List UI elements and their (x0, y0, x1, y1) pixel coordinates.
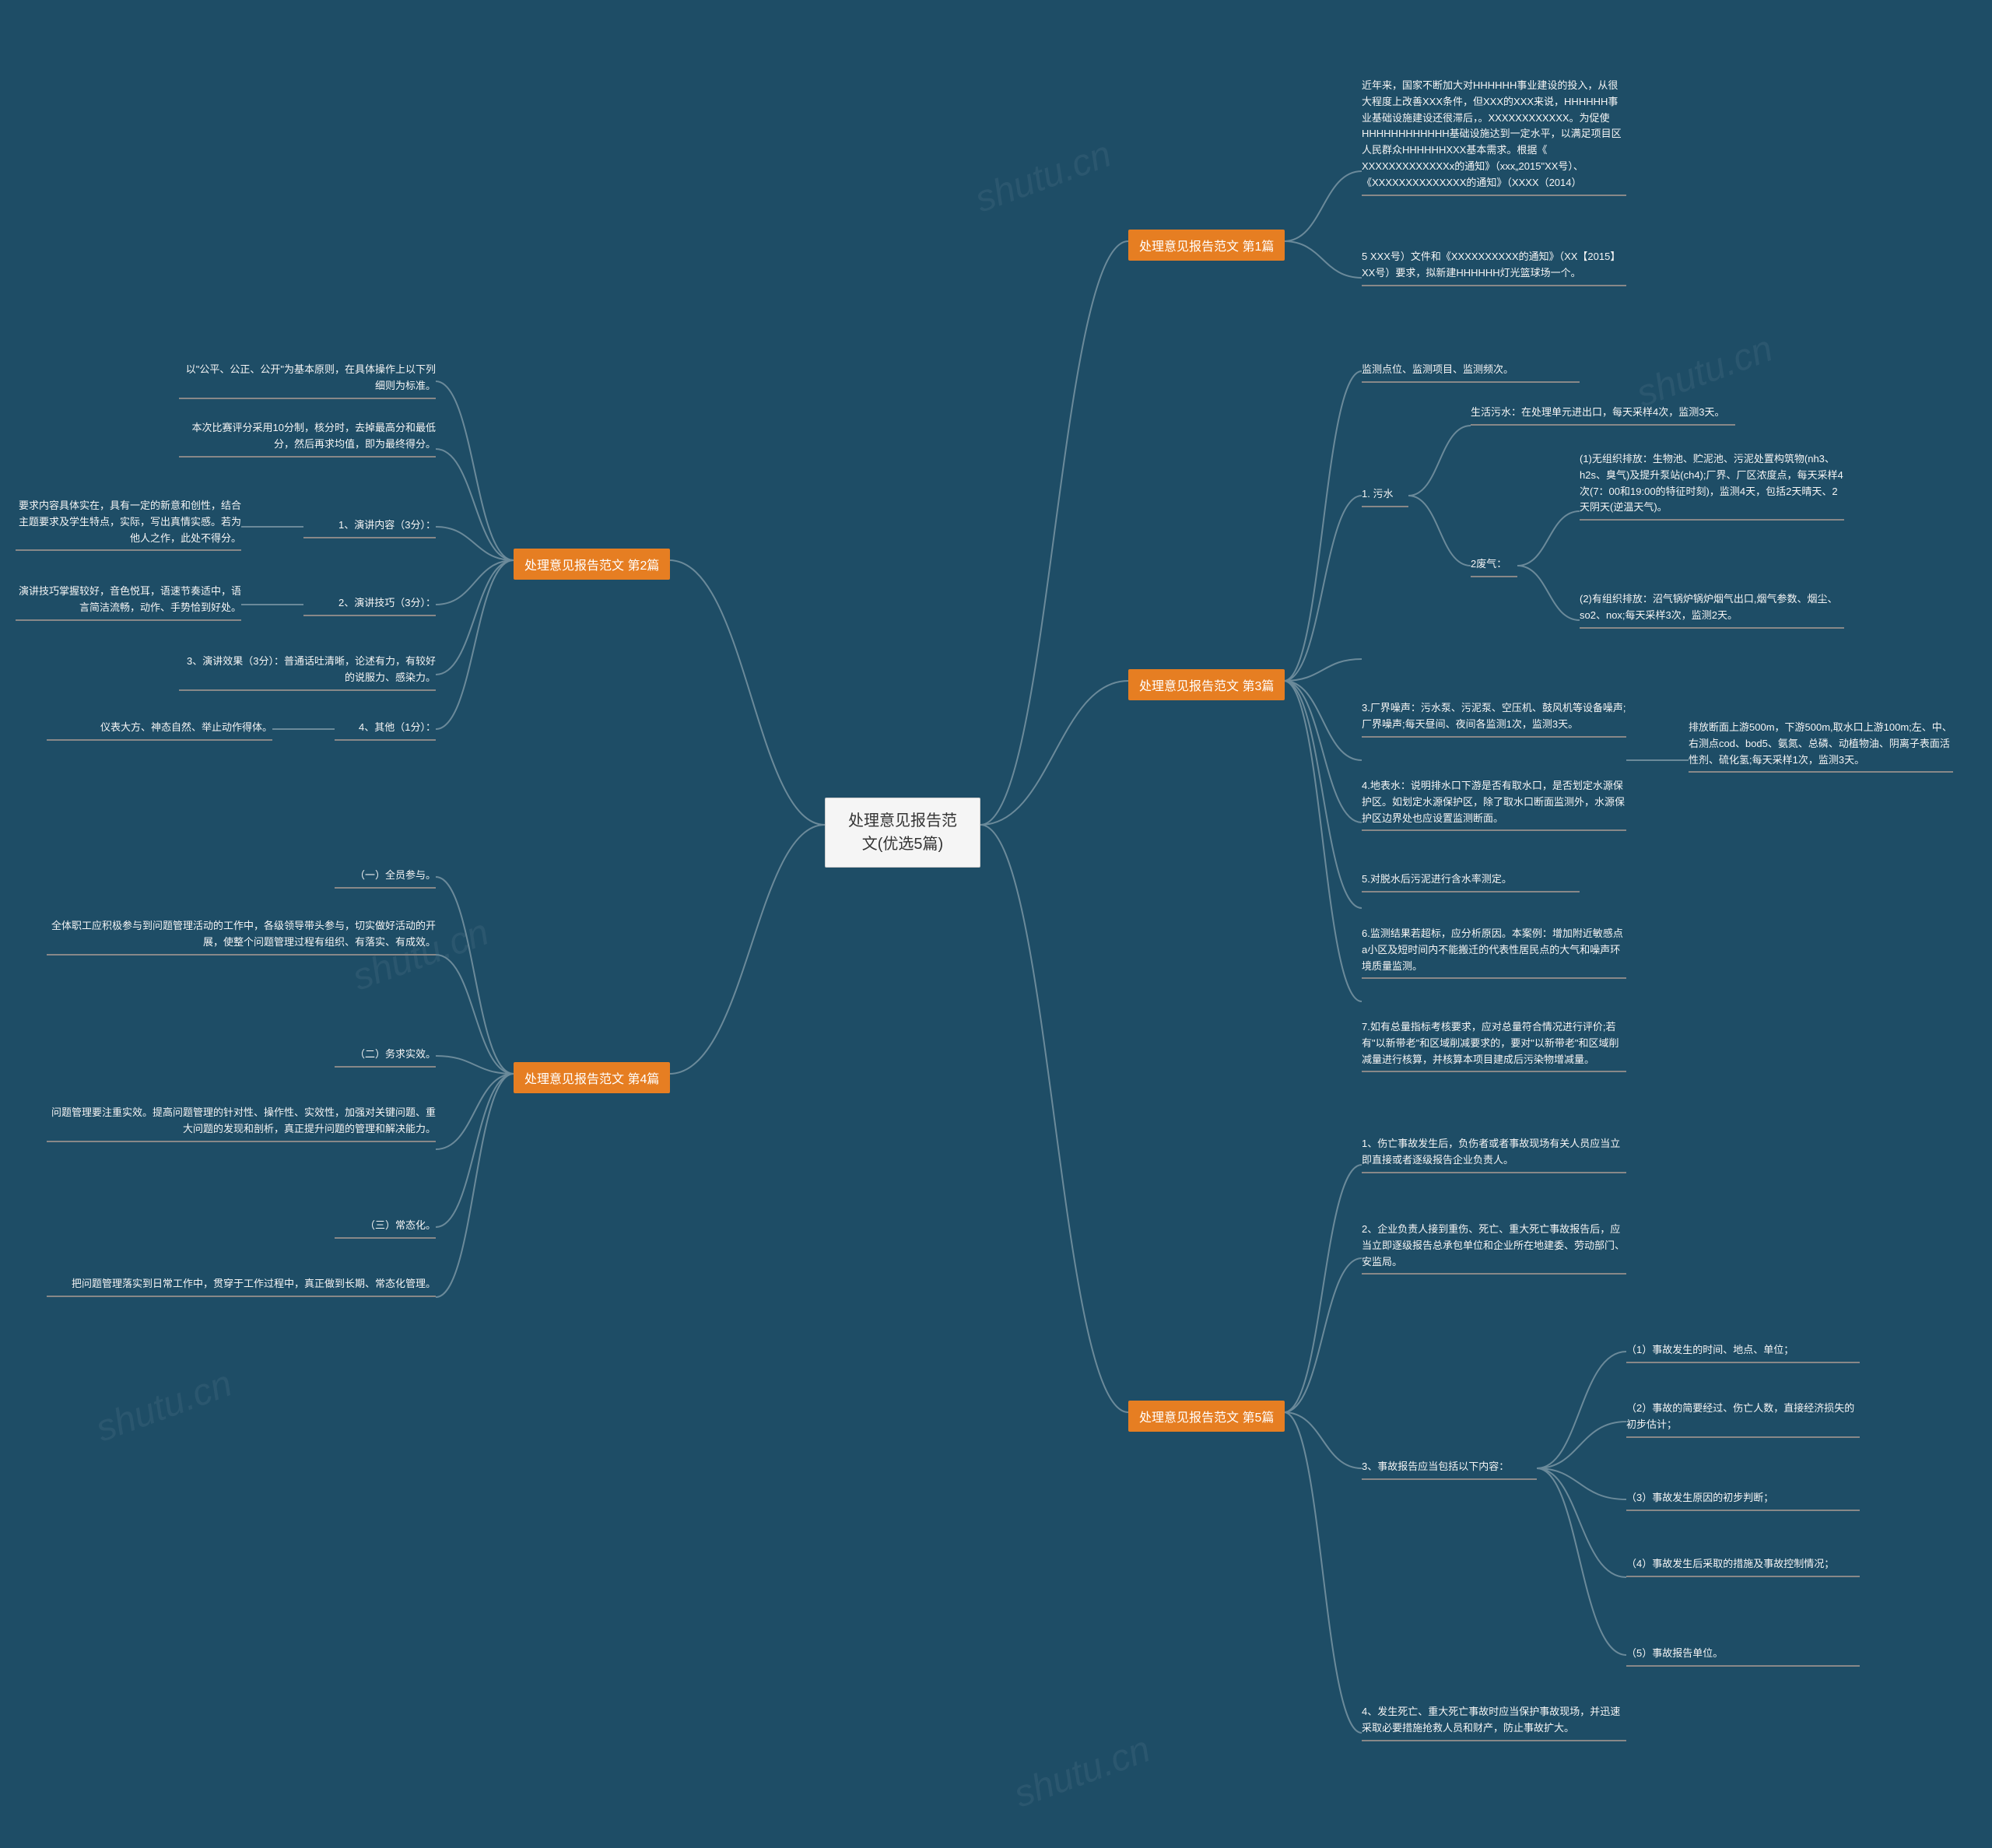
leaf-b4-3: （三）常态化。 (335, 1218, 436, 1239)
leaf-b1-2: 5 XXX号）文件和《XXXXXXXXXX的通知》（XX【2015】XX号）要求… (1362, 249, 1626, 286)
leaf-b5-3e: （5）事故报告单位。 (1626, 1646, 1860, 1667)
leaf-b4-2: （二）务求实效。 (335, 1047, 436, 1068)
branch-4: 处理意见报告范文 第4篇 (514, 1062, 670, 1093)
leaf-b3-2a: 生活污水：在处理单元进出口，每天采样4次，监测3天。 (1471, 405, 1735, 426)
leaf-b3-8: 7.如有总量指标考核要求，应对总量符合情况进行评价;若有"以新带老"和区域削减要… (1362, 1019, 1626, 1072)
leaf-b3-2: 1. 污水 (1362, 486, 1408, 507)
leaf-b3-5a: 排放断面上游500m，下游500m,取水口上游100m;左、中、右测点cod、b… (1689, 720, 1953, 773)
leaf-b4-1: （一）全员参与。 (335, 868, 436, 889)
leaf-b3-6: 5.对脱水后污泥进行含水率测定。 (1362, 871, 1580, 892)
leaf-b3-5: 4.地表水：说明排水口下游是否有取水口，是否划定水源保护区。如划定水源保护区，除… (1362, 778, 1626, 831)
watermark: shutu.cn (1008, 1728, 1156, 1817)
leaf-b4-3a: 把问题管理落实到日常工作中，贯穿于工作过程中，真正做到长期、常态化管理。 (47, 1276, 436, 1297)
branch-5: 处理意见报告范文 第5篇 (1128, 1401, 1285, 1432)
watermark: shutu.cn (1631, 328, 1778, 416)
leaf-b2-4a: 演讲技巧掌握较好，音色悦耳，语速节奏适中，语言简洁流畅，动作、手势恰到好处。 (16, 584, 241, 621)
leaf-b2-1: 以"公平、公正、公开"为基本原则，在具体操作上以下列细则为标准。 (179, 362, 436, 399)
leaf-b5-1: 1、伤亡事故发生后，负伤者或者事故现场有关人员应当立即直接或者逐级报告企业负责人… (1362, 1136, 1626, 1173)
leaf-b2-4: 2、演讲技巧（3分）： (303, 595, 436, 616)
leaf-b3-3a: (1)无组织排放：生物池、贮泥池、污泥处置构筑物(nh3、h2s、臭气)及提升泵… (1580, 451, 1844, 521)
watermark: shutu.cn (90, 1362, 237, 1451)
leaf-b4-2a: 问题管理要注重实效。提高问题管理的针对性、操作性、实效性，加强对关键问题、重大问… (47, 1105, 436, 1142)
leaf-b3-7: 6.监测结果若超标，应分析原因。本案例：增加附近敏感点a小区及短时间内不能搬迁的… (1362, 926, 1626, 979)
branch-3: 处理意见报告范文 第3篇 (1128, 669, 1285, 700)
leaf-b2-3a: 要求内容具体实在，具有一定的新意和创性，结合主题要求及学生特点，实际，写出真情实… (16, 498, 241, 551)
leaf-b3-4: 3.厂界噪声：污水泵、污泥泵、空压机、鼓风机等设备噪声;厂界噪声;每天昼间、夜间… (1362, 700, 1626, 738)
leaf-b2-6: 4、其他（1分）： (335, 720, 436, 741)
leaf-b2-6a: 仪表大方、神态自然、举止动作得体。 (47, 720, 272, 741)
leaf-b5-4: 4、发生死亡、重大死亡事故时应当保护事故现场，并迅速采取必要措施抢救人员和财产，… (1362, 1704, 1626, 1741)
leaf-b2-5: 3、演讲效果（3分）：普通话吐清晰，论述有力，有较好的说服力、感染力。 (179, 654, 436, 691)
branch-2: 处理意见报告范文 第2篇 (514, 549, 670, 580)
leaf-b5-3c: （3）事故发生原因的初步判断； (1626, 1490, 1860, 1511)
leaf-b5-3d: （4）事故发生后采取的措施及事故控制情况； (1626, 1556, 1860, 1577)
leaf-b5-3a: （1）事故发生的时间、地点、单位； (1626, 1342, 1860, 1363)
leaf-b3-1: 监测点位、监测项目、监测频次。 (1362, 362, 1580, 383)
leaf-b1-1: 近年来，国家不断加大对HHHHHH事业建设的投入，从很大程度上改善XXX条件，但… (1362, 78, 1626, 196)
leaf-b5-3b: （2）事故的简要经过、伤亡人数，直接经济损失的初步估计； (1626, 1401, 1860, 1438)
center-node: 处理意见报告范文(优选5篇) (825, 798, 980, 868)
watermark: shutu.cn (970, 133, 1117, 222)
leaf-b3-3: 2废气： (1471, 556, 1517, 577)
leaf-b5-2: 2、企业负责人接到重伤、死亡、重大死亡事故报告后，应当立即逐级报告总承包单位和企… (1362, 1222, 1626, 1275)
leaf-b3-3b: (2)有组织排放：沼气锅炉锅炉烟气出口,烟气参数、烟尘、so2、nox;每天采样… (1580, 591, 1844, 629)
leaf-b2-2: 本次比赛评分采用10分制，核分时，去掉最高分和最低分，然后再求均值，即为最终得分… (179, 420, 436, 458)
leaf-b2-3: 1、演讲内容（3分）： (303, 517, 436, 538)
branch-1: 处理意见报告范文 第1篇 (1128, 230, 1285, 261)
leaf-b5-3: 3、事故报告应当包括以下内容： (1362, 1459, 1537, 1480)
leaf-b4-1a: 全体职工应积极参与到问题管理活动的工作中，各级领导带头参与，切实做好活动的开展，… (47, 918, 436, 956)
